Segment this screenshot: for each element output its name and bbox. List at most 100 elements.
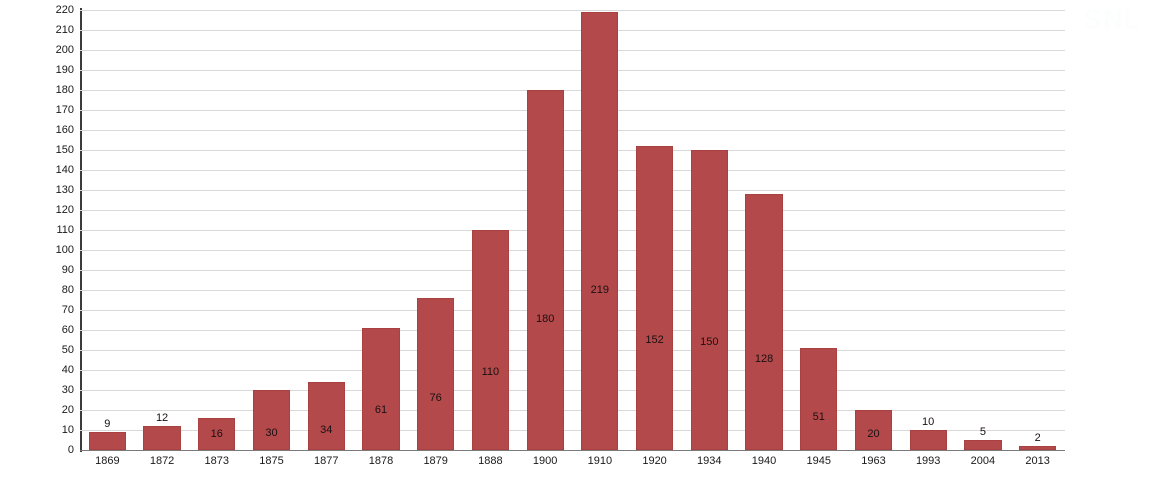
gridline xyxy=(80,50,1065,51)
gridline xyxy=(80,190,1065,191)
gridline xyxy=(80,310,1065,311)
bar-value-label: 30 xyxy=(265,427,278,440)
gridline xyxy=(80,130,1065,131)
bar-value-label: 5 xyxy=(979,426,986,438)
x-tick-label: 1878 xyxy=(368,455,394,467)
y-tick-label: 140 xyxy=(55,164,74,176)
x-tick-label: 1993 xyxy=(915,455,941,467)
bar-value-label: 16 xyxy=(210,428,223,440)
y-tick-label: 220 xyxy=(55,4,74,16)
x-tick-label: 1945 xyxy=(806,455,831,467)
gridline xyxy=(80,330,1065,331)
y-tick-label: 90 xyxy=(61,264,74,276)
x-tick-label: 1873 xyxy=(204,455,230,467)
y-tick-label: 100 xyxy=(55,244,74,256)
x-tick-label: 1900 xyxy=(532,455,558,467)
x-tick-label: 1888 xyxy=(478,455,503,467)
bar-value-label: 219 xyxy=(590,283,610,296)
bar[interactable]: 61 xyxy=(362,328,400,450)
y-tick-label: 170 xyxy=(55,104,74,116)
x-tick-label: 2004 xyxy=(970,455,996,467)
bar-value-label: 34 xyxy=(320,424,333,437)
y-tick-label: 210 xyxy=(55,24,74,36)
bar[interactable]: 152 xyxy=(635,146,674,450)
x-tick-label: 1872 xyxy=(149,455,175,467)
bar-value-label: 2 xyxy=(1034,432,1041,444)
bar[interactable]: 180 xyxy=(526,90,564,450)
gridline xyxy=(80,370,1065,371)
x-tick-label: 1875 xyxy=(259,455,284,467)
bar[interactable]: 9 xyxy=(88,419,126,450)
bar[interactable]: 5 xyxy=(964,427,1002,450)
x-tick-label: 1910 xyxy=(587,455,613,467)
gridline xyxy=(80,390,1065,391)
y-tick-label: 180 xyxy=(55,84,74,96)
gridline xyxy=(80,250,1065,251)
bar[interactable]: 219 xyxy=(581,12,619,450)
bar[interactable]: 16 xyxy=(198,418,236,450)
x-tick-label: 1920 xyxy=(642,455,667,467)
bar-value-label: 51 xyxy=(812,411,825,424)
bar[interactable]: 2 xyxy=(1019,433,1057,450)
y-tick-label: 80 xyxy=(61,284,74,296)
bar-value-label: 128 xyxy=(754,352,774,365)
bar-value-label: 10 xyxy=(922,416,935,428)
bar[interactable]: 128 xyxy=(745,194,783,450)
bar[interactable]: 51 xyxy=(800,348,838,450)
bar[interactable]: 12 xyxy=(143,413,181,450)
x-tick-label: 1940 xyxy=(751,455,777,467)
y-tick-label: 50 xyxy=(61,344,74,356)
gridline xyxy=(80,70,1065,71)
x-tick-label: 1963 xyxy=(861,455,886,467)
y-tick-label: 20 xyxy=(61,404,74,416)
bar[interactable]: 76 xyxy=(417,298,455,450)
y-tick-label: 120 xyxy=(55,204,74,216)
watermark-text: SNL xyxy=(1084,4,1142,34)
bar-value-label: 152 xyxy=(645,334,664,347)
x-tick-label: 1877 xyxy=(313,455,339,467)
bar-value-label: 9 xyxy=(104,418,111,430)
bar[interactable]: 34 xyxy=(307,382,345,450)
gridline xyxy=(80,350,1065,351)
y-tick-label: 200 xyxy=(55,44,74,56)
y-tick-label: 150 xyxy=(55,144,74,156)
bar[interactable]: 30 xyxy=(252,390,291,450)
y-tick-label: 160 xyxy=(55,124,74,136)
bar-value-label: 20 xyxy=(867,428,880,440)
gridline xyxy=(80,430,1065,431)
bar-value-label: 180 xyxy=(535,313,555,326)
y-axis-labels: 0 10 20 30 40 50 60 70 80 90 100 110 120 130 140 150 160… xyxy=(22,0,87,500)
gridline xyxy=(80,450,1065,451)
bar[interactable]: 10 xyxy=(909,417,947,450)
y-tick-label: 40 xyxy=(61,364,74,376)
gridline xyxy=(80,270,1065,271)
bar-value-label: 150 xyxy=(700,336,719,348)
y-tick-label: 30 xyxy=(61,384,74,396)
y-tick-label: 110 xyxy=(56,224,74,236)
bar[interactable]: 20 xyxy=(854,410,893,450)
gridline xyxy=(80,90,1065,91)
bar[interactable]: 150 xyxy=(690,150,728,450)
gridline xyxy=(80,10,1065,11)
gridline xyxy=(80,210,1065,211)
gridline xyxy=(80,30,1065,31)
plot-area: 9 12 16 30 34 61 76 110 180 219 152 150 128 51 20 10 5 2 xyxy=(80,10,1065,451)
gridline xyxy=(80,410,1065,411)
bar[interactable]: 110 xyxy=(471,230,509,450)
bar-value-label: 61 xyxy=(374,403,388,416)
gridline xyxy=(80,150,1065,151)
gridline xyxy=(80,110,1065,111)
x-tick-label: 2013 xyxy=(1025,455,1050,467)
y-tick-label: 0 xyxy=(67,444,74,456)
x-tick-label: 1934 xyxy=(697,455,722,467)
y-tick-label: 190 xyxy=(55,64,74,76)
gridline xyxy=(80,230,1065,231)
x-tick-label: 1879 xyxy=(423,455,448,467)
bar-value-label: 76 xyxy=(429,392,442,405)
bar-value-label: 110 xyxy=(481,366,500,379)
y-tick-label: 130 xyxy=(55,184,74,196)
gridline xyxy=(80,170,1065,171)
y-tick-label: 60 xyxy=(61,324,74,336)
x-tick-label: 1869 xyxy=(95,455,120,467)
